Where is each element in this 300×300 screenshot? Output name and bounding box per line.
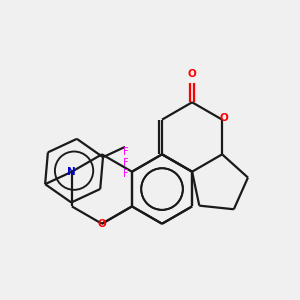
Text: O: O — [220, 113, 228, 123]
Text: O: O — [98, 219, 106, 229]
Text: O: O — [188, 69, 197, 79]
Text: F
F
F: F F F — [123, 147, 128, 179]
Text: N: N — [68, 167, 76, 177]
